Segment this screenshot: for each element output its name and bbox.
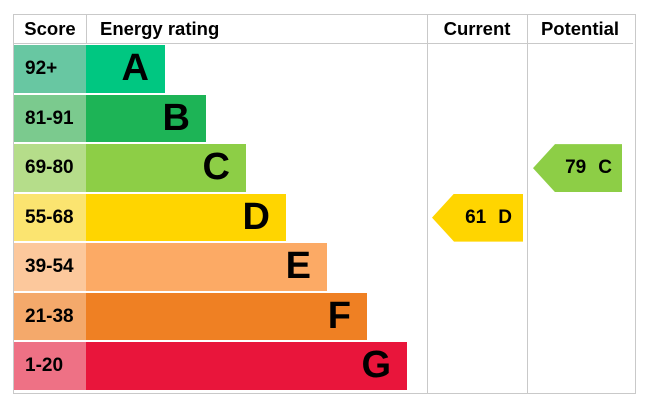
band-row-f: 21-38 F (14, 292, 633, 341)
band-bar-d: D (86, 193, 286, 242)
score-range-d: 55-68 (14, 193, 86, 242)
score-range-a: 92+ (14, 45, 86, 93)
potential-rating-value: 79 (565, 157, 587, 179)
header-energy-rating: Energy rating (100, 18, 220, 39)
current-column-divider (427, 15, 428, 393)
band-letter-d: D (242, 195, 270, 238)
band-letter-b: B (162, 96, 190, 139)
band-letter-a: A (121, 47, 149, 89)
header-potential: Potential (540, 18, 620, 39)
band-row-e: 39-54 E (14, 243, 633, 291)
band-row-d: 55-68 D (14, 193, 633, 242)
current-rating-value: 61 (465, 206, 487, 228)
score-range-f: 21-38 (14, 292, 86, 341)
band-bar-b: B (86, 94, 206, 143)
epc-table: Score Energy rating Current Potential 92… (13, 14, 636, 394)
band-bar-g: G (86, 342, 407, 390)
score-range-c: 69-80 (14, 144, 86, 192)
band-letter-g: G (361, 344, 391, 387)
table-header: Score Energy rating Current Potential (14, 15, 633, 44)
current-rating-band: D (498, 206, 512, 228)
band-bar-a: A (86, 45, 165, 93)
band-row-b: 81-91 B (14, 94, 633, 143)
score-range-b: 81-91 (14, 94, 86, 143)
band-row-c: 69-80 C (14, 144, 633, 192)
band-letter-c: C (202, 146, 230, 189)
score-range-g: 1-20 (14, 342, 86, 390)
band-row-a: 92+ A (14, 45, 633, 93)
potential-rating-arrow: 79 C (533, 144, 622, 193)
potential-column-divider (527, 15, 528, 393)
header-current: Current (443, 18, 511, 39)
band-bar-c: C (86, 144, 246, 192)
band-row-g: 1-20 G (14, 342, 633, 390)
band-letter-f: F (327, 294, 351, 337)
score-range-e: 39-54 (14, 243, 86, 291)
potential-rating-band: C (598, 157, 612, 179)
header-score: Score (14, 15, 87, 43)
band-bar-e: E (86, 243, 327, 291)
band-letter-e: E (285, 245, 311, 288)
current-rating-arrow: 61 D (432, 193, 523, 242)
band-bar-f: F (86, 292, 367, 341)
